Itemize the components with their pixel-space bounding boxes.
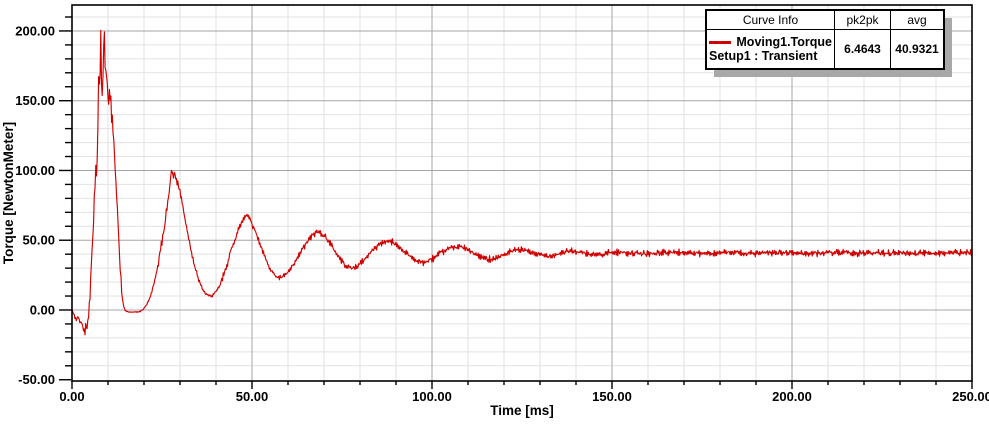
legend-avg-value: 40.9321: [895, 42, 939, 56]
axis-ticks: [59, 16, 973, 389]
legend-curve-name: Moving1.Torque: [736, 35, 832, 49]
y-axis-title: Torque [NewtonMeter]: [1, 122, 16, 264]
x-tick-label: 0.00: [59, 389, 84, 404]
x-tick-label: 50.00: [236, 389, 269, 404]
y-tick-label: -50.00: [18, 372, 55, 387]
grid-major-lines: [72, 5, 972, 381]
curve-info-legend[interactable]: Curve Info pk2pk avg Moving1.Torque Setu…: [705, 9, 945, 70]
legend-pk2pk-value: 6.4643: [835, 30, 891, 68]
y-tick-label: 0.00: [30, 302, 55, 317]
legend-header-curve-info: Curve Info: [707, 11, 835, 30]
legend-curve-setup: Setup1 : Transient: [709, 49, 818, 63]
y-tick-label: 50.00: [22, 233, 55, 248]
x-tick-label: 100.00: [412, 389, 452, 404]
y-tick-label: 200.00: [15, 23, 55, 38]
plot-border: [71, 4, 973, 382]
torque-curve: [72, 29, 972, 336]
y-tick-label: 100.00: [15, 163, 55, 178]
legend-curve-row[interactable]: Moving1.Torque Setup1 : Transient: [707, 30, 835, 68]
y-tick-label: 150.00: [15, 93, 55, 108]
curve-color-swatch-icon: [709, 40, 732, 44]
x-tick-label: 250.00: [952, 389, 989, 404]
legend-header-avg: avg: [891, 11, 943, 30]
legend-header-pk2pk: pk2pk: [835, 11, 891, 30]
x-tick-label: 150.00: [592, 389, 632, 404]
x-axis-title: Time [ms]: [490, 403, 554, 418]
axis-tick-labels: 0.00 50.00 100.00 150.00 200.00 250.00 -50.00 0…: [15, 23, 989, 404]
x-tick-label: 200.00: [772, 389, 812, 404]
